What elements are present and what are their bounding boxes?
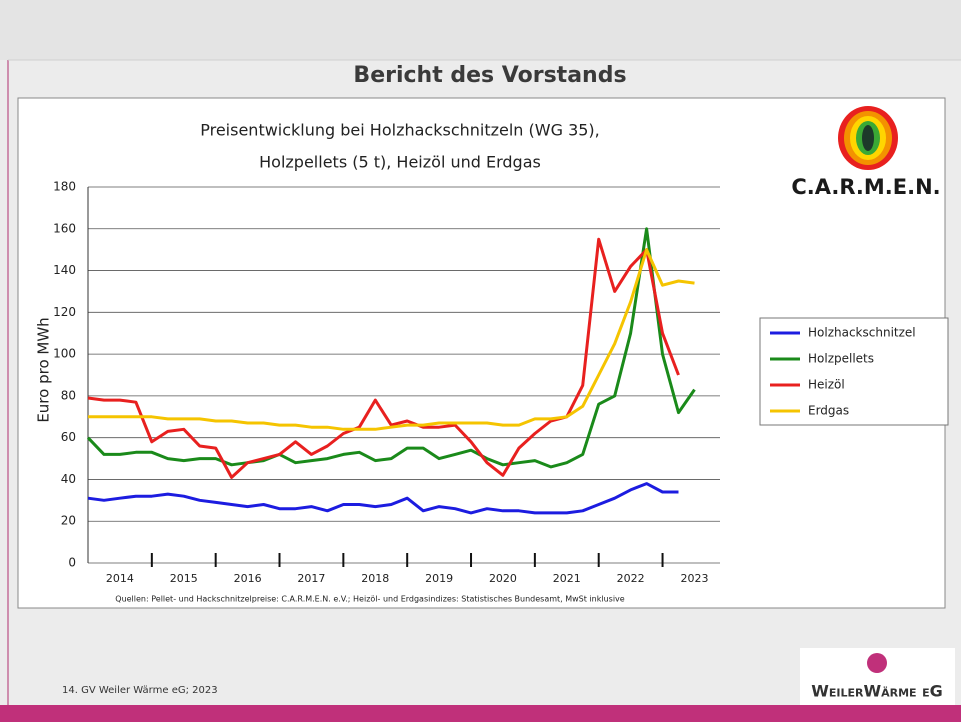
slide-title: Bericht des Vorstands — [353, 63, 626, 88]
y-tick-label: 100 — [53, 347, 76, 361]
series-line — [88, 248, 695, 431]
y-tick-label: 0 — [68, 556, 76, 570]
x-tick-label: 2015 — [170, 572, 198, 585]
y-tick-label: 60 — [61, 430, 76, 444]
x-tick-label: 2016 — [234, 572, 262, 585]
y-tick-label: 40 — [61, 472, 76, 486]
legend-label: Heizöl — [808, 378, 845, 392]
series-line — [87, 482, 679, 515]
series-line — [86, 227, 696, 469]
weiler-logo-text: WeilerWärme eG — [811, 682, 943, 701]
x-tick-label: 2022 — [617, 572, 645, 585]
x-tick-label: 2018 — [361, 572, 389, 585]
y-tick-label: 160 — [53, 221, 76, 235]
top-band — [0, 0, 961, 60]
y-tick-label: 20 — [61, 514, 76, 528]
series-line — [87, 237, 680, 479]
source-note: Quellen: Pellet- und Hackschnitzelpreise… — [115, 595, 625, 604]
x-tick-label: 2020 — [489, 572, 517, 585]
y-tick-label: 140 — [53, 263, 76, 277]
carmen-logo: C.A.R.M.E.N. — [791, 106, 941, 199]
legend-label: Holzhackschnitzel — [808, 326, 916, 340]
legend-label: Erdgas — [808, 404, 849, 418]
x-tick-label: 2017 — [297, 572, 325, 585]
x-tick-label: 2014 — [106, 572, 134, 585]
footer: 14. GV Weiler Wärme eG; 2023 — [62, 685, 218, 696]
weiler-logo-mark — [867, 653, 887, 673]
chart-title: Preisentwicklung bei Holzhackschnitzeln … — [200, 121, 600, 140]
x-tick-label: 2021 — [553, 572, 581, 585]
chart-title: Holzpellets (5 t), Heizöl und Erdgas — [259, 153, 541, 172]
y-tick-label: 80 — [61, 388, 76, 402]
legend-label: Holzpellets — [808, 352, 874, 366]
logo-leaf — [862, 125, 874, 151]
carmen-text: C.A.R.M.E.N. — [791, 175, 940, 199]
y-tick-label: 120 — [53, 305, 76, 319]
bottom-bar — [0, 705, 961, 722]
y-tick-label: 180 — [53, 180, 76, 194]
y-axis-label: Euro pro MWh — [35, 317, 53, 422]
legend-box — [759, 317, 949, 426]
x-tick-label: 2023 — [680, 572, 708, 585]
x-tick-label: 2019 — [425, 572, 453, 585]
